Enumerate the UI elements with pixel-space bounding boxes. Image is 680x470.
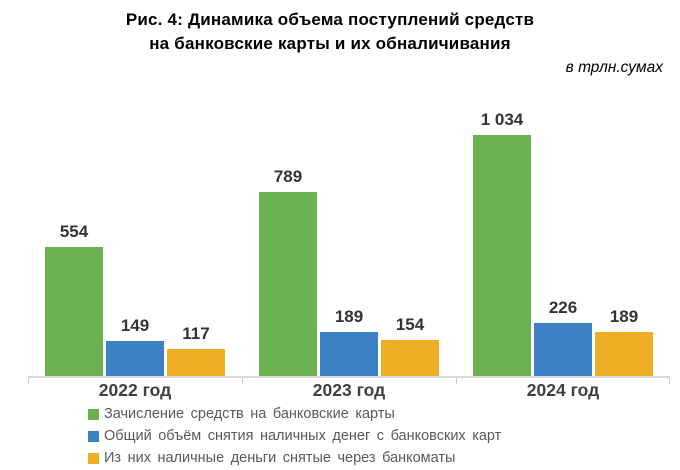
- legend-label: Зачисление средств на банковские карты: [104, 406, 395, 422]
- bar-value-label: 554: [59, 222, 89, 241]
- bar-series-1: [259, 192, 317, 376]
- bar-group-2022: 554 149 117: [28, 96, 242, 376]
- axis-tick: [28, 378, 29, 384]
- bar-value-label: 789: [273, 167, 303, 186]
- bar-group-2024: 1 034 226 189: [456, 96, 670, 376]
- category-label: 2023 год: [312, 380, 386, 400]
- bar-series-2: [320, 332, 378, 376]
- bar-column: 789: [259, 167, 317, 376]
- bar-column: 189: [595, 307, 653, 376]
- bar-column: 226: [534, 298, 592, 376]
- bar-column: 554: [45, 222, 103, 376]
- legend-item: Из них наличные деньги снятые через банк…: [88, 447, 501, 469]
- bar-series-3: [167, 349, 225, 376]
- legend-swatch-icon: [88, 408, 99, 420]
- bar-series-2: [534, 323, 592, 376]
- chart-title-line2: на банковские карты и их обналичивания: [149, 34, 511, 53]
- bar-value-label: 154: [395, 315, 425, 334]
- units-label: в трлн.сумах: [565, 59, 663, 76]
- category-label: 2022 год: [98, 380, 172, 400]
- bar-value-label: 226: [548, 298, 578, 317]
- axis-tick: [669, 378, 670, 384]
- bar-series-3: [595, 332, 653, 376]
- bar-column: 189: [320, 307, 378, 376]
- bar-value-label: 189: [609, 307, 639, 326]
- category-axis: 2022 год 2023 год 2024 год: [28, 380, 670, 401]
- bar-column: 117: [167, 324, 225, 376]
- bar-value-label: 189: [334, 307, 364, 326]
- legend-label: Из них наличные деньги снятые через банк…: [104, 450, 456, 466]
- plot-area: 554 149 117 789 189 154 1 034 226 189: [28, 96, 670, 384]
- axis-tick: [241, 378, 243, 384]
- bar-value-label: 149: [120, 316, 150, 335]
- legend-label: Общий объём снятия наличных денег с банк…: [104, 428, 502, 444]
- axis-tick: [455, 378, 457, 384]
- bar-series-1: [473, 135, 531, 376]
- category-label: 2024 год: [526, 380, 600, 400]
- legend-swatch-icon: [88, 430, 99, 442]
- bar-value-label: 1 034: [480, 110, 524, 129]
- bar-series-3: [381, 340, 439, 376]
- bar-group-2023: 789 189 154: [242, 96, 456, 376]
- legend-item: Зачисление средств на банковские карты: [88, 403, 501, 425]
- legend-item: Общий объём снятия наличных денег с банк…: [88, 425, 501, 447]
- legend-swatch-icon: [88, 452, 99, 464]
- bar-series-2: [106, 341, 164, 376]
- bar-column: 154: [381, 315, 439, 376]
- bar-column: 1 034: [473, 110, 531, 376]
- legend: Зачисление средств на банковские карты Об…: [88, 403, 501, 469]
- bar-column: 149: [106, 316, 164, 376]
- bar-series-1: [45, 247, 103, 376]
- chart-title-line1: Рис. 4: Динамика объема поступлений сред…: [125, 10, 535, 29]
- chart-title: Рис. 4: Динамика объема поступлений сред…: [0, 8, 660, 56]
- bar-value-label: 117: [182, 324, 210, 343]
